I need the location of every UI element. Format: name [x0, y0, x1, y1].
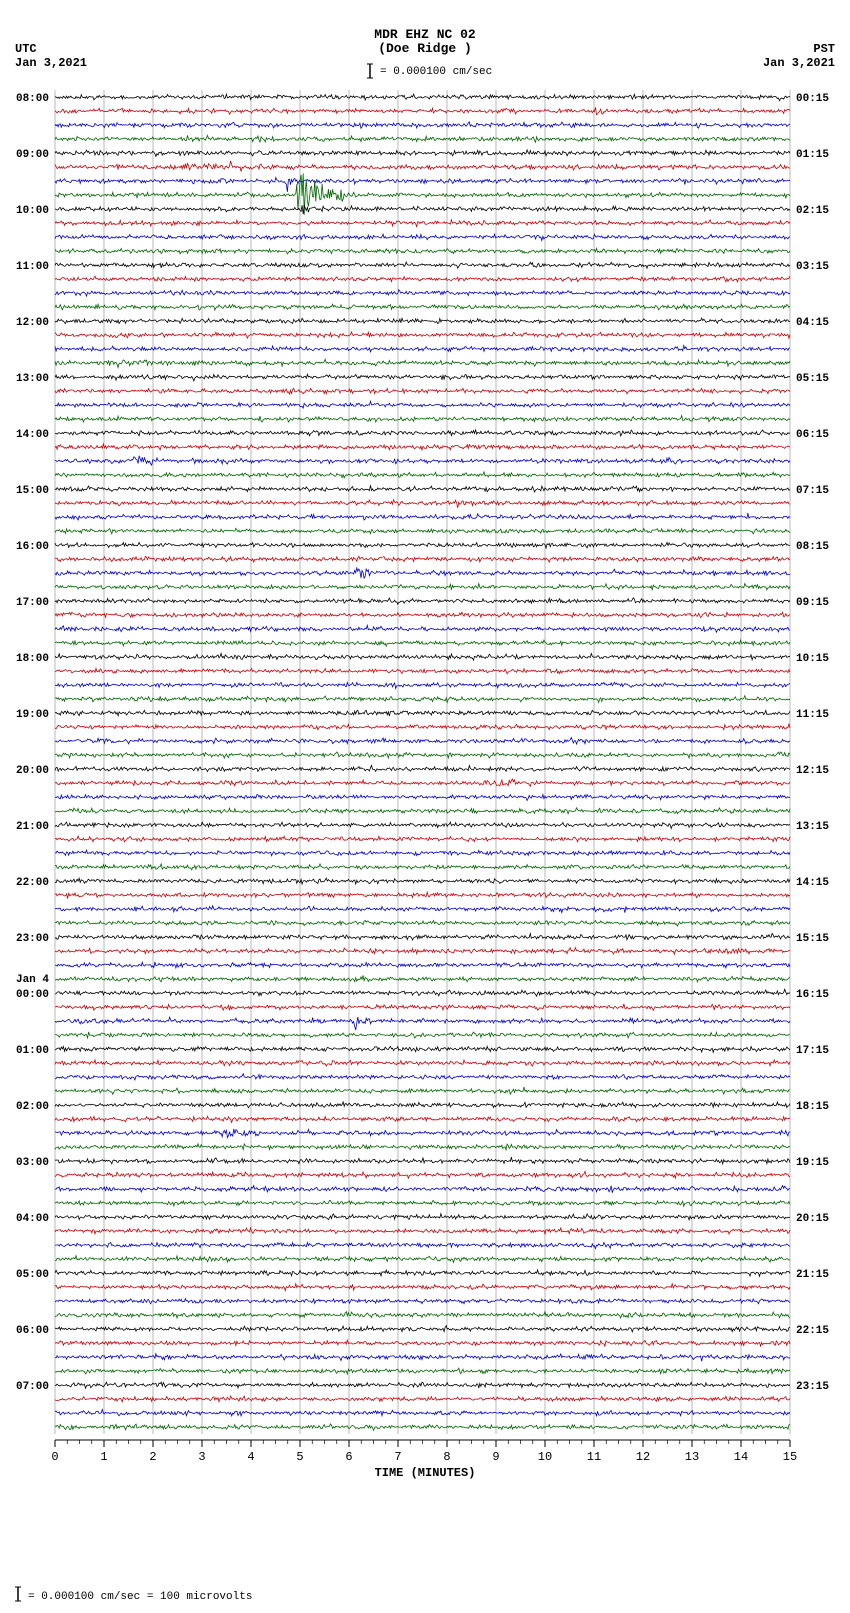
svg-text:15:15: 15:15: [796, 933, 829, 945]
svg-text:09:00: 09:00: [16, 149, 49, 161]
svg-text:04:15: 04:15: [796, 317, 829, 329]
svg-text:09:15: 09:15: [796, 597, 829, 609]
svg-text:2: 2: [149, 1450, 156, 1464]
svg-text:TIME (MINUTES): TIME (MINUTES): [375, 1466, 476, 1480]
svg-text:10:15: 10:15: [796, 653, 829, 665]
svg-text:23:15: 23:15: [796, 1381, 829, 1393]
svg-text:11:15: 11:15: [796, 709, 829, 721]
svg-text:02:00: 02:00: [16, 1101, 49, 1113]
seismogram-container: MDR EHZ NC 02(Doe Ridge )UTCJan 3,2021PS…: [0, 0, 850, 1613]
svg-text:07:00: 07:00: [16, 1381, 49, 1393]
svg-text:4: 4: [247, 1450, 254, 1464]
svg-text:02:15: 02:15: [796, 205, 829, 217]
svg-text:16:00: 16:00: [16, 541, 49, 553]
svg-text:20:00: 20:00: [16, 765, 49, 777]
svg-text:Jan 3,2021: Jan 3,2021: [763, 56, 835, 70]
svg-text:14:15: 14:15: [796, 877, 829, 889]
svg-text:08:15: 08:15: [796, 541, 829, 553]
svg-text:17:00: 17:00: [16, 597, 49, 609]
svg-text:8: 8: [443, 1450, 450, 1464]
svg-text:19:15: 19:15: [796, 1157, 829, 1169]
svg-text:15: 15: [783, 1450, 797, 1464]
svg-text:14: 14: [734, 1450, 748, 1464]
svg-text:21:00: 21:00: [16, 821, 49, 833]
svg-text:01:00: 01:00: [16, 1045, 49, 1057]
svg-text:0: 0: [51, 1450, 58, 1464]
svg-text:08:00: 08:00: [16, 93, 49, 105]
svg-text:PST: PST: [813, 42, 835, 56]
svg-text:Jan 4: Jan 4: [16, 974, 49, 986]
svg-text:15:00: 15:00: [16, 485, 49, 497]
svg-text:(Doe Ridge ): (Doe Ridge ): [378, 41, 472, 56]
svg-text:16:15: 16:15: [796, 989, 829, 1001]
svg-text:12:00: 12:00: [16, 317, 49, 329]
svg-text:19:00: 19:00: [16, 709, 49, 721]
svg-text:23:00: 23:00: [16, 933, 49, 945]
svg-text:11: 11: [587, 1450, 601, 1464]
svg-text:13:00: 13:00: [16, 373, 49, 385]
svg-text:= 0.000100 cm/sec = 100 mic: = 0.000100 cm/sec = 100 microvolts: [28, 1591, 252, 1603]
svg-text:17:15: 17:15: [796, 1045, 829, 1057]
svg-text:6: 6: [345, 1450, 352, 1464]
svg-text:11:00: 11:00: [16, 261, 49, 273]
svg-text:01:15: 01:15: [796, 149, 829, 161]
svg-text:Jan 3,2021: Jan 3,2021: [15, 56, 87, 70]
svg-text:00:00: 00:00: [16, 989, 49, 1001]
svg-text:7: 7: [394, 1450, 401, 1464]
svg-text:13: 13: [685, 1450, 699, 1464]
svg-text:07:15: 07:15: [796, 485, 829, 497]
seismogram-svg: MDR EHZ NC 02(Doe Ridge )UTCJan 3,2021PS…: [0, 0, 850, 1613]
svg-text:10:00: 10:00: [16, 205, 49, 217]
svg-text:9: 9: [492, 1450, 499, 1464]
svg-text:13:15: 13:15: [796, 821, 829, 833]
svg-text:00:15: 00:15: [796, 93, 829, 105]
svg-text:3: 3: [198, 1450, 205, 1464]
svg-text:05:00: 05:00: [16, 1269, 49, 1281]
svg-text:MDR EHZ NC 02: MDR EHZ NC 02: [374, 27, 476, 42]
svg-text:1: 1: [100, 1450, 107, 1464]
svg-text:5: 5: [296, 1450, 303, 1464]
svg-text:21:15: 21:15: [796, 1269, 829, 1281]
svg-text:20:15: 20:15: [796, 1213, 829, 1225]
svg-text:14:00: 14:00: [16, 429, 49, 441]
svg-text:18:15: 18:15: [796, 1101, 829, 1113]
svg-text:22:00: 22:00: [16, 877, 49, 889]
svg-text:UTC: UTC: [15, 42, 37, 56]
svg-text:= 0.000100 cm/sec: = 0.000100 cm/sec: [380, 66, 492, 78]
svg-text:12: 12: [636, 1450, 650, 1464]
svg-text:04:00: 04:00: [16, 1213, 49, 1225]
svg-text:22:15: 22:15: [796, 1325, 829, 1337]
svg-text:10: 10: [538, 1450, 552, 1464]
svg-text:06:15: 06:15: [796, 429, 829, 441]
svg-text:03:00: 03:00: [16, 1157, 49, 1169]
svg-text:12:15: 12:15: [796, 765, 829, 777]
svg-text:03:15: 03:15: [796, 261, 829, 273]
svg-text:06:00: 06:00: [16, 1325, 49, 1337]
svg-text:18:00: 18:00: [16, 653, 49, 665]
svg-text:05:15: 05:15: [796, 373, 829, 385]
